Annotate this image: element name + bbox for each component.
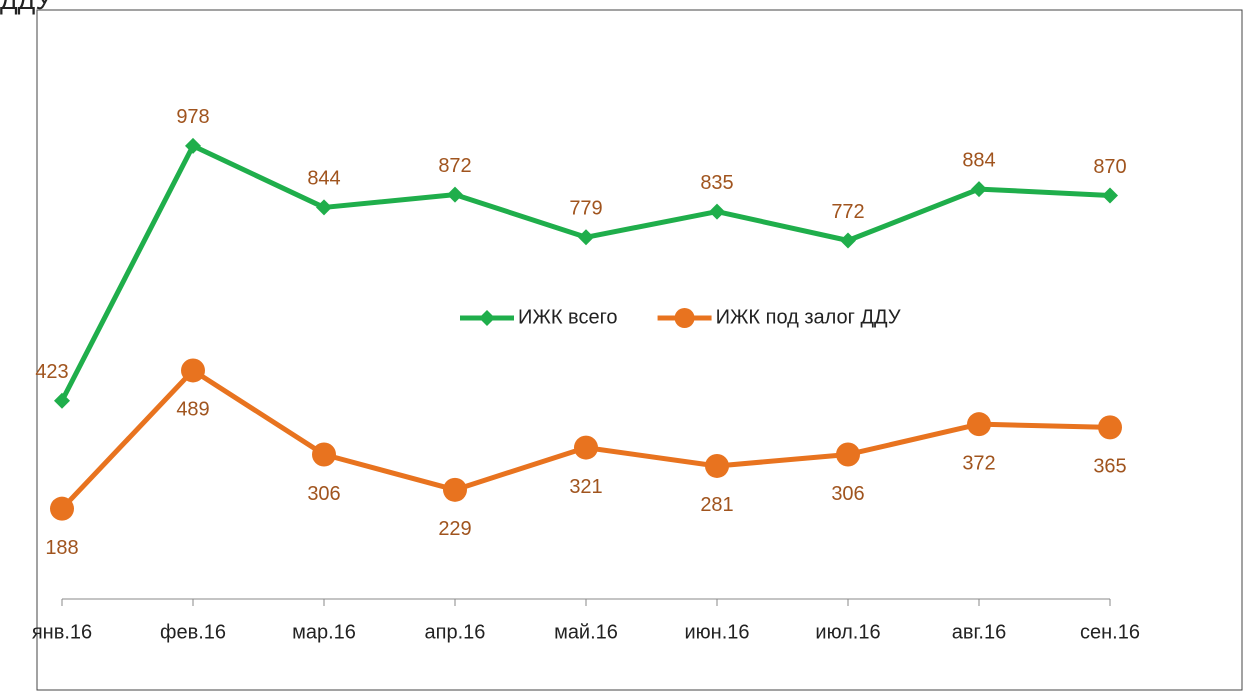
data-label: 772 <box>831 201 864 223</box>
x-tick-label: авг.16 <box>952 621 1006 643</box>
x-tick-label: июл.16 <box>815 621 880 643</box>
data-label: 306 <box>307 483 340 505</box>
point <box>54 392 70 409</box>
point <box>578 229 594 246</box>
point <box>316 199 332 216</box>
point <box>312 442 336 467</box>
point <box>447 186 463 203</box>
point <box>1102 187 1118 204</box>
data-label: 835 <box>700 172 733 194</box>
point <box>840 232 856 249</box>
data-label: 884 <box>962 149 995 171</box>
point <box>971 181 987 198</box>
legend-label: ИЖК под залог ДДУ <box>716 306 901 328</box>
data-label: 978 <box>176 106 209 128</box>
data-label: 423 <box>35 361 68 383</box>
point <box>181 358 205 383</box>
point <box>705 453 729 478</box>
legend-marker <box>479 310 495 326</box>
data-label: 281 <box>700 494 733 516</box>
point <box>836 442 860 467</box>
x-tick-label: май.16 <box>554 621 618 643</box>
x-tick-label: янв.16 <box>32 621 92 643</box>
point <box>709 203 725 220</box>
point <box>443 477 467 502</box>
chart-frame <box>36 9 1243 691</box>
data-label: 870 <box>1093 156 1126 178</box>
data-label: 306 <box>831 483 864 505</box>
x-tick-label: апр.16 <box>425 621 486 643</box>
point <box>1098 415 1122 440</box>
chart-title: ДДУ <box>0 0 53 15</box>
data-label: 872 <box>438 155 471 177</box>
data-label: 372 <box>962 452 995 474</box>
point <box>967 412 991 437</box>
legend-marker <box>674 308 695 328</box>
point <box>185 137 201 154</box>
x-tick-label: сен.16 <box>1080 621 1140 643</box>
data-label: 321 <box>569 476 602 498</box>
data-label: 844 <box>307 168 340 190</box>
x-tick-label: июн.16 <box>684 621 749 643</box>
data-label: 188 <box>45 537 78 559</box>
point <box>50 496 74 521</box>
x-tick-label: мар.16 <box>292 621 356 643</box>
data-label: 779 <box>569 198 602 220</box>
point <box>574 435 598 460</box>
x-tick-label: фев.16 <box>160 621 226 643</box>
data-label: 365 <box>1093 456 1126 478</box>
data-label: 229 <box>438 518 471 540</box>
legend-label: ИЖК всего <box>518 306 618 328</box>
data-label: 489 <box>176 399 209 421</box>
